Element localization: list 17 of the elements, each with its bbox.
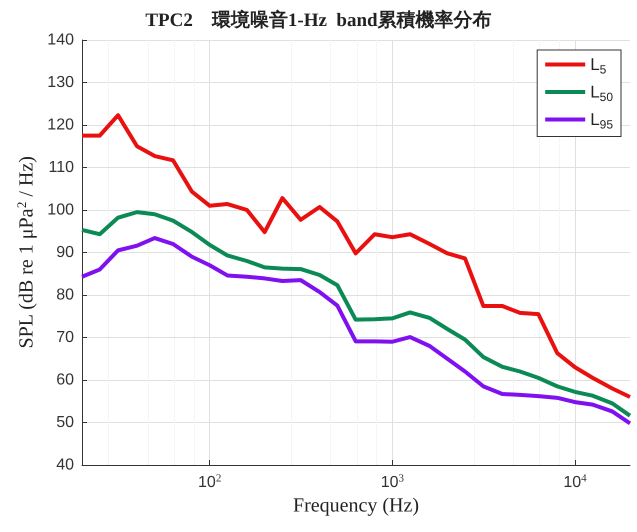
y-tick-label: 40 — [56, 456, 74, 474]
y-axis-title: SPL (dB re 1 μPa2 / Hz) — [14, 156, 38, 349]
y-tick-label: 120 — [47, 116, 74, 134]
y-tick-label: 60 — [56, 372, 74, 388]
y-tick-label: 90 — [56, 244, 74, 261]
line-series — [80, 236, 632, 426]
y-tick-label: 130 — [47, 74, 74, 91]
chart-title: TPC2 環境噪音1-Hz band累積機率分布 — [145, 9, 492, 31]
y-tick-label: 110 — [48, 159, 74, 176]
y-tick-label: 50 — [56, 414, 74, 431]
x-axis-title: Frequency (Hz) — [292, 494, 420, 516]
y-tick-label: 140 — [47, 32, 74, 48]
y-tick-label: 70 — [56, 329, 74, 346]
line-series — [80, 210, 632, 418]
line-series — [80, 113, 632, 399]
y-tick-label: 100 — [47, 202, 74, 218]
y-tick-label: 80 — [56, 286, 74, 304]
